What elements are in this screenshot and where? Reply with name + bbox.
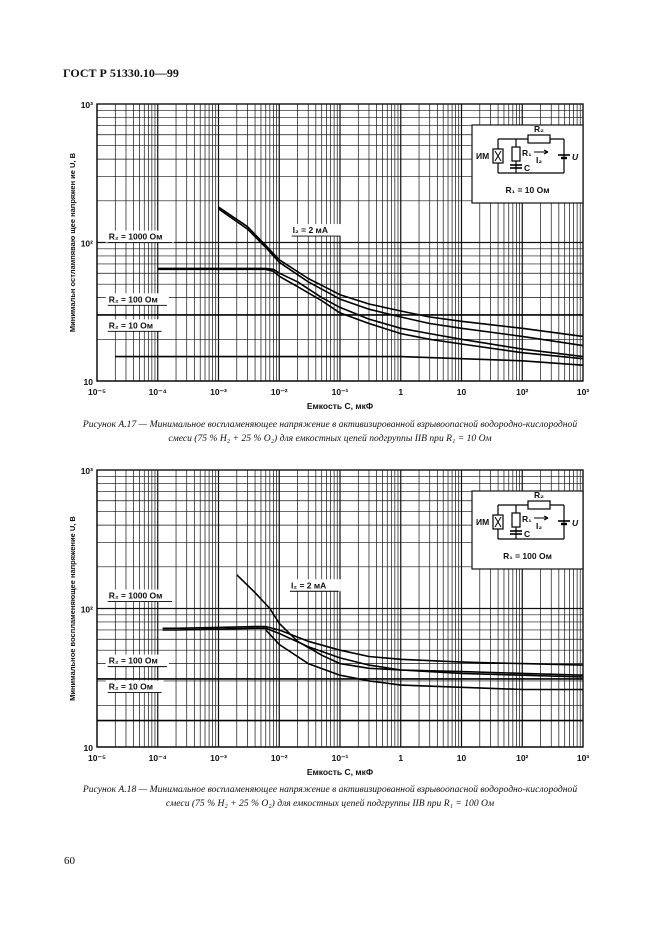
annotation-bg <box>105 230 175 243</box>
series-line-6 <box>218 208 584 347</box>
x-tick-label: 10⁻⁴ <box>149 387 167 397</box>
x-tick-label: 1 <box>398 387 403 397</box>
x-tick-label: 10⁻⁵ <box>88 387 106 397</box>
inset-c-label: C <box>524 163 530 173</box>
series-line-5 <box>218 206 584 338</box>
y-axis-label: Минимальное воспламеняющее напряжение U,… <box>68 516 77 701</box>
inset-caption: R₁ = 100 Ом <box>503 551 552 561</box>
annotation-bg <box>289 224 343 237</box>
annotation-label: R₂ = 100 Ом <box>109 294 158 304</box>
annotation-bg <box>105 293 169 306</box>
y-tick-label: 10² <box>81 239 93 249</box>
x-tick-label: 1 <box>398 753 403 763</box>
series-line-1 <box>157 267 584 358</box>
inset-c-label: C <box>524 529 530 539</box>
series-line-1 <box>162 625 584 666</box>
plot-frame <box>96 469 584 748</box>
circuit-inset: R₂ ИМ R₁ C I₂ U R₁ = 100 Ом <box>471 490 584 570</box>
current-arrow-icon <box>534 149 549 155</box>
spark-gap-cross-icon <box>494 150 502 162</box>
annotation-label: R₂ = 10 Ом <box>109 320 153 330</box>
x-tick-label: 10² <box>516 753 528 763</box>
annotation-label: I₂ = 2 мА <box>291 580 326 590</box>
series-line-2 <box>162 627 584 678</box>
page-number: 60 <box>64 855 75 867</box>
x-tick-label: 10 <box>457 387 467 397</box>
x-tick-label: 10 <box>457 753 467 763</box>
inset-u-label: U <box>572 518 579 528</box>
series-line-2 <box>157 268 584 360</box>
figure-a18: R₂ = 1000 Ом R₂ = 100 Ом R₂ = 10 Ом I₂ = 2 … <box>68 466 589 777</box>
annotation-bg <box>105 680 164 693</box>
inset-r1-label: R₁ <box>522 148 532 158</box>
annotation-bg <box>105 654 169 667</box>
annotation-bg <box>287 579 341 592</box>
annotation-label: I₂ = 2 мА <box>293 225 328 235</box>
r1-resistor-icon <box>511 512 521 528</box>
x-tick-label: 10² <box>516 387 528 397</box>
x-tick-label: 10⁻³ <box>210 753 227 763</box>
inset-im-label: ИМ <box>476 151 489 161</box>
y-tick-label: 10² <box>81 605 93 615</box>
annotation-bg <box>105 589 175 602</box>
inset-r2-label: R₂ <box>534 490 544 500</box>
circuit-inset: R₂ ИМ R₁ C I₂ U R₁ = 10 Ом <box>471 124 584 204</box>
figure-a17: R₂ = 1000 Ом R₂ = 100 Ом R₂ = 10 Ом I₂ = 2 … <box>68 100 589 411</box>
inset-im-label: ИМ <box>476 517 489 527</box>
page-header: ГОСТ Р 51330.10—99 <box>63 66 179 80</box>
x-tick-label: 10⁻⁴ <box>149 753 167 763</box>
annotation-label: R₂ = 100 Ом <box>109 656 158 666</box>
r2-resistor-icon <box>527 134 551 144</box>
inset-r1-label: R₁ <box>522 514 532 524</box>
r2-resistor-icon <box>527 500 551 510</box>
x-tick-label: 10⁻² <box>271 387 288 397</box>
inset-i2-label: I₂ <box>536 521 542 531</box>
annotation-bg <box>105 319 164 332</box>
y-axis-label: Минимальн остлампяваю щее напряжен ие U,… <box>68 152 77 332</box>
inset-r2-label: R₂ <box>534 124 544 134</box>
y-tick-label: 10 <box>84 743 94 753</box>
x-tick-label: 10⁻³ <box>210 387 227 397</box>
inset-i2-label: I₂ <box>536 155 542 165</box>
annotation-label: R₂ = 10 Ом <box>109 682 153 692</box>
series-line-5 <box>236 574 584 676</box>
x-axis-label: Емкость С, мкФ <box>307 767 373 777</box>
figure-caption-a18: Рисунок А.18 — Минимальное воспламеняюще… <box>82 784 578 809</box>
x-axis-label: Емкость C, мкФ <box>307 401 373 411</box>
x-tick-label: 10³ <box>577 753 589 763</box>
x-tick-label: 10⁻⁵ <box>88 753 106 763</box>
inset-u-label: U <box>572 152 579 162</box>
inset-caption: R₁ = 10 Ом <box>505 185 549 195</box>
x-tick-label: 10⁻¹ <box>332 387 349 397</box>
y-tick-label: 10³ <box>81 466 93 476</box>
current-arrow-icon <box>534 515 549 521</box>
annotation-label: R₂ = 1000 Ом <box>109 232 163 242</box>
y-tick-label: 10³ <box>81 100 93 110</box>
y-tick-label: 10 <box>84 377 94 387</box>
spark-gap-cross-icon <box>494 516 502 528</box>
r1-resistor-icon <box>511 146 521 162</box>
series-line-4 <box>115 355 584 366</box>
annotation-label: R₂ = 1000 Ом <box>109 591 163 601</box>
x-tick-label: 10⁻² <box>271 753 288 763</box>
series-line-6 <box>265 629 583 691</box>
x-tick-label: 10³ <box>577 387 589 397</box>
figure-caption-a17: Рисунок А.17 — Минимальное воспламеняюще… <box>82 419 578 444</box>
plot-frame <box>96 103 584 382</box>
x-tick-label: 10⁻¹ <box>332 753 349 763</box>
